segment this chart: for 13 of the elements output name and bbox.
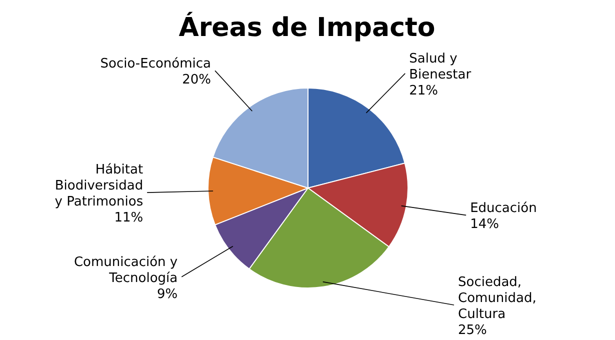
slice-label: Sociedad, Comunidad, Cultura bbox=[458, 275, 536, 322]
slice-label: Educación bbox=[470, 201, 537, 216]
data-label: 21% bbox=[409, 83, 438, 98]
slice-label: Socio-Económica bbox=[100, 56, 212, 72]
slice-label: Comunicación y Tecnología bbox=[74, 254, 178, 286]
data-label: 20% bbox=[182, 72, 212, 88]
data-label: 9% bbox=[157, 286, 178, 302]
data-label: 11% bbox=[114, 210, 144, 226]
slice-label: Salud y Bienestar bbox=[409, 51, 472, 82]
data-label: 25% bbox=[458, 323, 487, 338]
slice-label: Hábitat Biodiversidad y Patrimonios bbox=[54, 162, 144, 210]
chart-title: Áreas de Impacto bbox=[178, 11, 436, 43]
data-label: 14% bbox=[470, 217, 499, 232]
